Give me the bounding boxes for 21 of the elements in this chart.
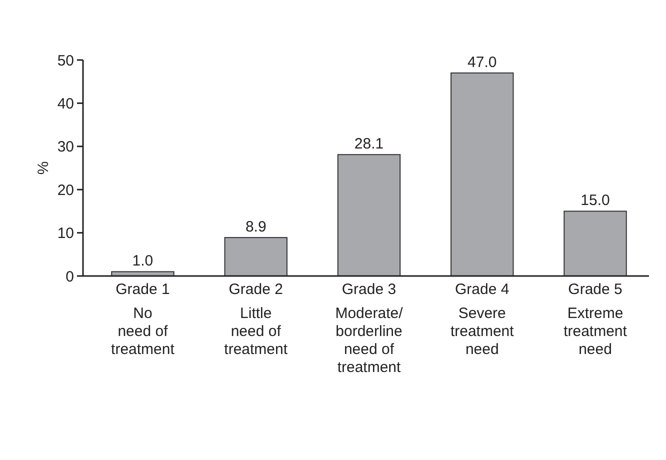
bar <box>337 154 401 276</box>
bar <box>564 210 627 276</box>
y-axis-title: % <box>35 161 52 175</box>
x-tick-label: Grade 4 Severe treatment need <box>450 281 515 358</box>
data-label: 47.0 <box>468 54 497 71</box>
y-tick-label: 10 <box>57 225 74 242</box>
x-tick-label: Grade 3 Moderate/ borderline need of treatment <box>335 281 404 376</box>
x-tick-label: Grade 1 No need of treatment <box>111 281 176 358</box>
data-label: 8.9 <box>245 218 266 236</box>
y-tick-label: 20 <box>57 182 74 199</box>
y-tick-label: 0 <box>66 268 74 286</box>
x-tick-label: Grade 5 Extreme treatment need <box>564 281 628 358</box>
data-label: 15.0 <box>580 192 610 210</box>
y-tick-label: 40 <box>57 95 74 112</box>
data-label: 1.0 <box>132 252 154 270</box>
data-label: 28.1 <box>354 136 384 153</box>
y-tick-label: 50 <box>57 52 74 70</box>
bar <box>450 72 514 276</box>
bar <box>224 237 288 276</box>
x-tick-label: Grade 2 Little need of treatment <box>224 281 288 358</box>
y-tick-label: 30 <box>57 138 74 156</box>
